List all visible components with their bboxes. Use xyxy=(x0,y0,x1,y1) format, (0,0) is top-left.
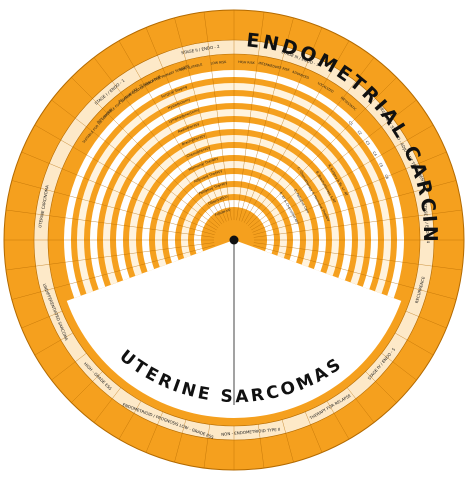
sector-spoke xyxy=(258,424,265,469)
subhead-label: NON SUITABLE xyxy=(179,63,203,73)
sector-spoke xyxy=(238,17,294,221)
subhead-label: INTERMEDIATE RISK xyxy=(258,61,291,72)
sector-spoke xyxy=(365,371,397,403)
sector-spoke xyxy=(11,244,215,300)
sector-spoke xyxy=(252,151,447,233)
sector-spoke xyxy=(34,332,74,356)
ring-edge xyxy=(33,39,435,441)
sector-dividers xyxy=(3,9,465,471)
sector-code: C2 xyxy=(356,130,362,136)
sector-spoke xyxy=(51,99,219,229)
sector-spoke xyxy=(51,353,87,381)
sector-spoke xyxy=(247,77,397,227)
center-pivot[interactable] xyxy=(229,235,239,245)
sector-spoke xyxy=(203,424,210,469)
sector-code: C3 xyxy=(365,140,371,146)
sector-spoke xyxy=(71,371,103,403)
sector-spoke xyxy=(118,40,225,223)
sector-spoke xyxy=(5,242,215,271)
sector-spoke xyxy=(241,27,323,222)
sector-spoke xyxy=(304,411,323,453)
sector-spoke xyxy=(381,353,417,381)
sector-spoke xyxy=(174,419,187,463)
sector-code: C5 xyxy=(378,162,384,168)
sector-spoke xyxy=(93,387,121,423)
sector-spoke xyxy=(394,332,434,356)
sector-spoke xyxy=(251,124,434,231)
subhead-label: HIGH RISK xyxy=(238,60,256,65)
sector-spoke xyxy=(245,57,375,225)
sector-spoke xyxy=(253,242,463,271)
stage-header: STAGE II / ENDO - 2 xyxy=(181,44,220,56)
sector-spoke xyxy=(145,411,164,453)
sector-spoke xyxy=(145,27,227,222)
sector-spoke xyxy=(236,11,265,221)
sector-spoke xyxy=(118,400,142,440)
sector-spoke xyxy=(281,419,294,463)
sector-spoke xyxy=(249,99,417,229)
sector-spoke xyxy=(253,209,463,238)
sector-spoke xyxy=(71,77,221,227)
stage-header: STAGE IV / ENDO - 4 xyxy=(423,203,432,244)
subhead-label: ADVANCED xyxy=(292,70,311,81)
sector-code: C4 xyxy=(372,151,378,157)
sector-spoke xyxy=(21,151,216,233)
subhead-label: LOW RISK xyxy=(211,60,228,65)
sector-spoke xyxy=(21,310,63,329)
outer-edge xyxy=(3,9,465,471)
sector-spoke xyxy=(11,180,215,236)
sector-spoke xyxy=(5,209,215,238)
sector-spoke xyxy=(243,40,350,223)
stage-header: NON - ENDOMETRIOID TYPE II xyxy=(221,427,281,437)
ring-edge xyxy=(47,53,421,427)
treatment-label: Follow-up xyxy=(215,207,231,217)
treatment-label: Observation xyxy=(208,194,229,205)
sector-spoke xyxy=(326,400,350,440)
sector-spoke xyxy=(405,310,447,329)
sector-spoke xyxy=(253,244,457,300)
sector-spoke xyxy=(203,11,232,221)
sector-spoke xyxy=(34,124,217,231)
sector-code: C1 xyxy=(348,120,354,126)
sector-spoke xyxy=(174,17,230,221)
ring-band xyxy=(194,200,274,254)
sector-spoke xyxy=(347,387,375,423)
sector-code: C6 xyxy=(384,174,389,180)
sector-spoke xyxy=(253,180,457,236)
sector-spoke xyxy=(93,57,223,225)
